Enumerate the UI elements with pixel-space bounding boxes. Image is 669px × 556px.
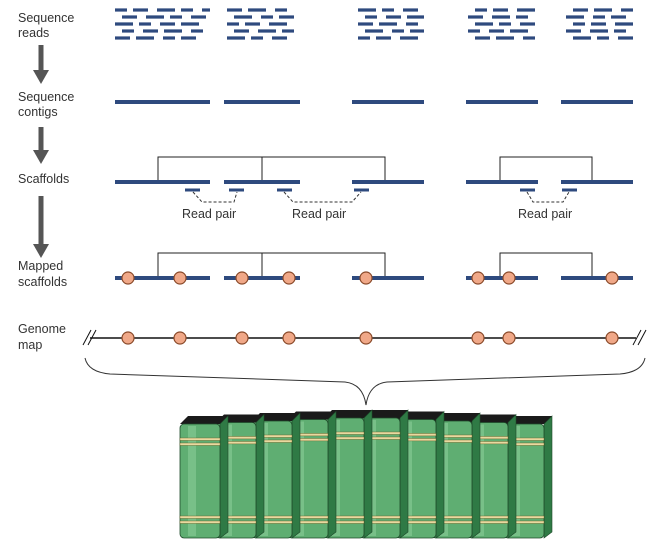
- read-pair-label: Read pair: [182, 207, 236, 221]
- read-pair-connectors: [192, 191, 570, 203]
- marker-dot: [235, 271, 249, 285]
- curly-brace: [84, 357, 646, 406]
- marker-dot: [121, 271, 135, 285]
- marker-dot: [471, 271, 485, 285]
- down-arrow-icon: [33, 127, 49, 164]
- read-pair-label: Read pair: [518, 207, 572, 221]
- label-contigs-line1: Sequence: [18, 90, 74, 104]
- marker-dot: [173, 331, 187, 345]
- marker-dot: [359, 331, 373, 345]
- read-pair-label: Read pair: [292, 207, 346, 221]
- label-reads-line2: reads: [18, 26, 49, 40]
- label-mapped-line1: Mapped: [18, 259, 63, 273]
- book-volumes: [179, 409, 553, 539]
- label-scaffolds: Scaffolds: [18, 172, 69, 186]
- marker-dot: [173, 271, 187, 285]
- marker-dot: [502, 271, 516, 285]
- down-arrow-icon: [33, 45, 49, 84]
- marker-dot: [359, 271, 373, 285]
- genome-map: [82, 329, 647, 346]
- label-contigs-line2: contigs: [18, 105, 58, 119]
- marker-dot: [282, 331, 296, 345]
- label-reads-line1: Sequence: [18, 11, 74, 25]
- label-genome-line2: map: [18, 338, 42, 352]
- marker-dot: [121, 331, 135, 345]
- scaffold-brackets: [157, 156, 593, 181]
- sequence-reads: [115, 8, 633, 40]
- stage-arrows: [33, 45, 49, 258]
- marker-dot: [282, 271, 296, 285]
- marker-dot: [605, 331, 619, 345]
- mapped-scaffolds: [115, 252, 633, 285]
- label-mapped-line2: scaffolds: [18, 275, 67, 289]
- marker-dot: [235, 331, 249, 345]
- marker-dot: [471, 331, 485, 345]
- marker-dot: [502, 331, 516, 345]
- break-marks: [82, 329, 647, 346]
- marker-dot: [605, 271, 619, 285]
- down-arrow-icon: [33, 196, 49, 258]
- scaffolds: Read pair Read pair Read pair: [115, 156, 633, 221]
- book-volume: [179, 415, 229, 539]
- stage-labels: Sequence reads Sequence contigs Scaffold…: [18, 11, 74, 352]
- label-genome-line1: Genome: [18, 322, 66, 336]
